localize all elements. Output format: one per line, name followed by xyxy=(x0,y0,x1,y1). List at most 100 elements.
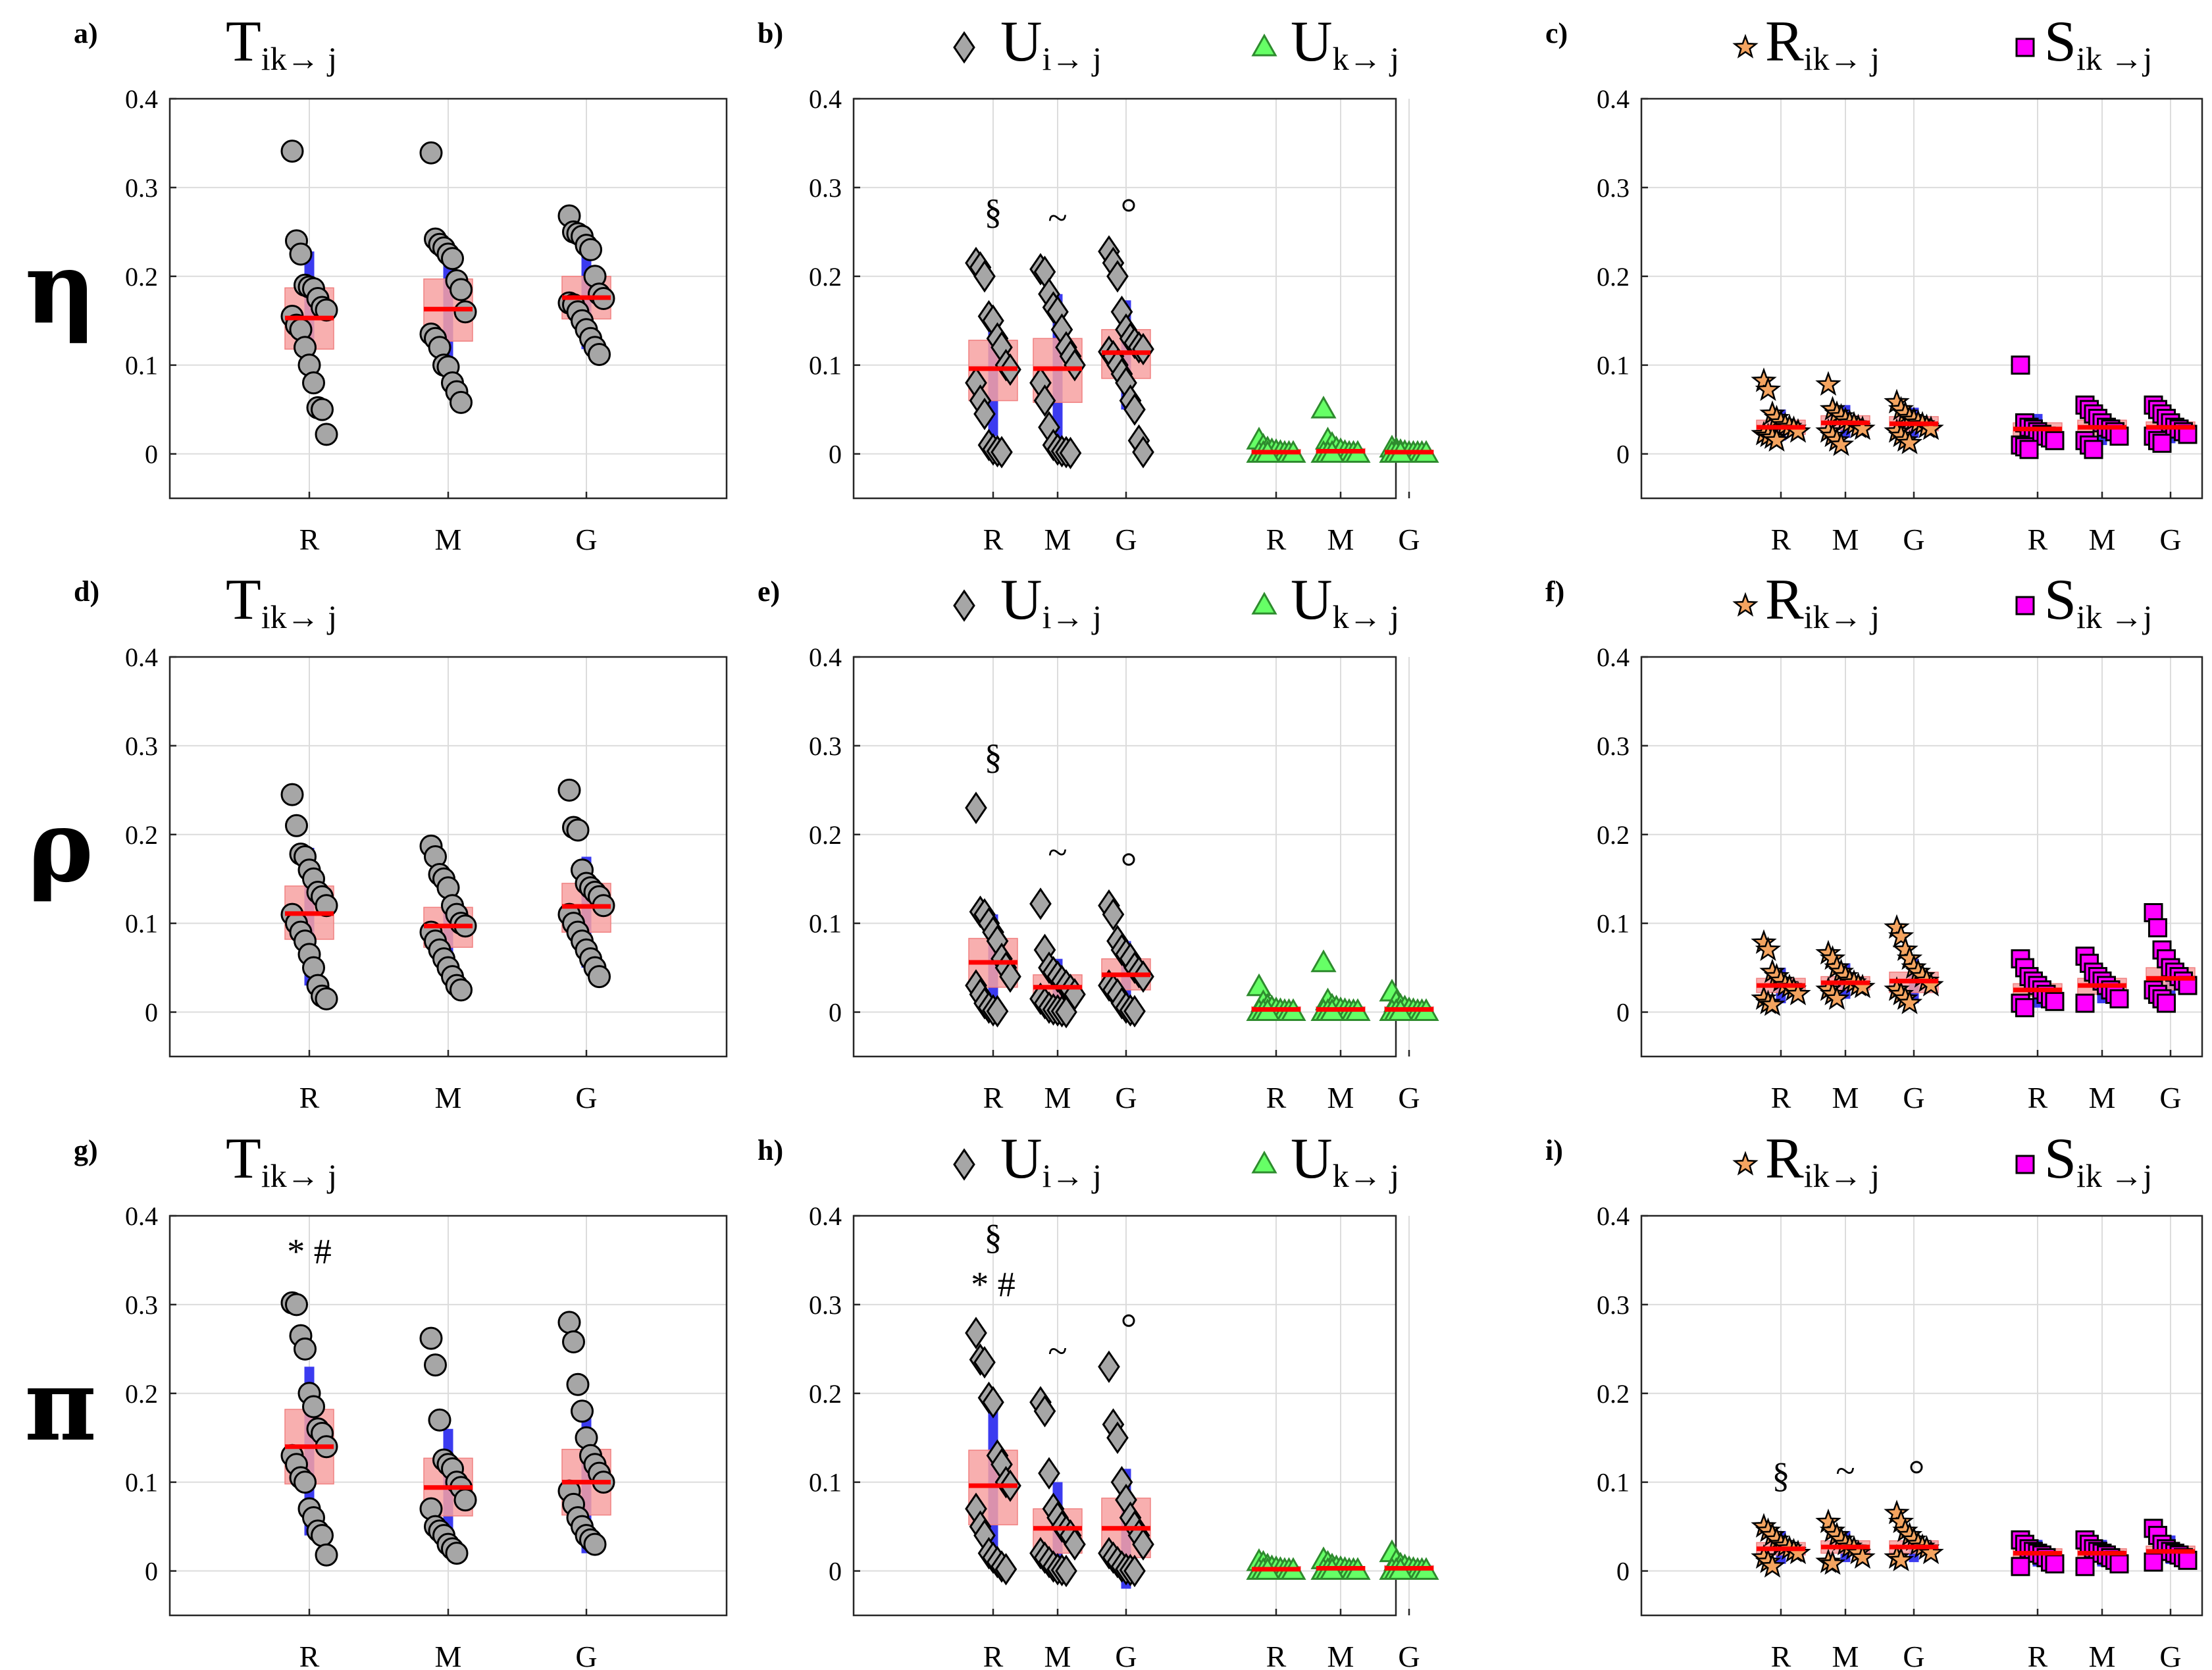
data-point xyxy=(1055,995,1077,1029)
legend-main: T xyxy=(226,1127,261,1191)
x-tick-label: M xyxy=(1327,523,1354,556)
data-point xyxy=(1828,431,1855,456)
legend-label: Uk→ j xyxy=(1291,1127,1399,1194)
data-point xyxy=(1759,991,1786,1016)
legend-label: Tik→ j xyxy=(226,1127,337,1194)
data-point xyxy=(1849,1544,1876,1569)
y-tick-label: 0 xyxy=(1616,1557,1630,1586)
x-tick-label: R xyxy=(1771,523,1791,556)
row-label-1: ρ xyxy=(28,789,93,904)
x-tick-label: M xyxy=(1832,1640,1859,1670)
y-tick-label: 0.4 xyxy=(125,1201,158,1231)
y-tick-label: 0.3 xyxy=(809,173,842,203)
y-tick-label: 0.4 xyxy=(125,84,158,114)
x-tick-label: R xyxy=(2028,1640,2048,1670)
data-point xyxy=(1888,1546,1915,1572)
legend-star-icon xyxy=(1732,592,1759,617)
y-tick-label: 0.4 xyxy=(125,642,158,672)
x-tick-label: R xyxy=(2028,1081,2048,1114)
row-label-0: η xyxy=(24,230,96,346)
x-tick-label: G xyxy=(1115,523,1137,556)
significance-marker: § xyxy=(985,1217,1002,1257)
y-tick-label: 0.1 xyxy=(1597,909,1630,939)
legend-diamond-icon xyxy=(953,1148,975,1181)
x-tick-label: M xyxy=(2089,1640,2116,1670)
data-point xyxy=(2045,1554,2065,1574)
legend-main: S xyxy=(2044,10,2076,74)
legend-main: U xyxy=(1291,1127,1333,1191)
data-point xyxy=(2109,427,2129,446)
data-point xyxy=(445,1542,469,1565)
data-point xyxy=(285,1293,308,1317)
data-point xyxy=(986,995,1009,1028)
x-tick-label: G xyxy=(1398,1640,1420,1670)
y-tick-label: 0.1 xyxy=(125,1468,158,1498)
x-tick-label: R xyxy=(983,1640,1004,1670)
data-point xyxy=(1849,415,1876,440)
y-tick-label: 0 xyxy=(145,998,158,1028)
data-point xyxy=(315,298,338,322)
panel-f: 0 0.1 0.2 0.3 0.4 R M G R M Gf) Rik→ j Sik →j xyxy=(1545,568,2203,1114)
x-tick-label: G xyxy=(1903,1081,1924,1114)
data-point xyxy=(450,978,473,1002)
panel-a: 0 0.1 0.2 0.3 0.4 R M Ga) Tik→ j xyxy=(74,10,728,556)
legend-main: T xyxy=(226,568,261,632)
data-point xyxy=(973,1345,996,1379)
y-tick-label: 0.3 xyxy=(1597,173,1630,203)
data-point xyxy=(315,1543,338,1567)
y-tick-label: 0.4 xyxy=(1597,84,1630,114)
y-tick-label: 0 xyxy=(829,440,842,469)
panel-i: 0 0.1 0.2 0.3 0.4 R M G R M G § ~ i) Rik→ j Sik →j xyxy=(1545,1127,2203,1670)
data-point xyxy=(973,260,996,293)
data-point xyxy=(1029,887,1052,920)
data-point xyxy=(1785,980,1811,1006)
significance-marker: * # xyxy=(287,1232,332,1271)
x-tick-label: M xyxy=(1044,1081,1071,1114)
legend-subscript: ik→ j xyxy=(1804,40,1880,77)
data-point xyxy=(1310,396,1337,419)
legend-subscript: k→ j xyxy=(1333,40,1399,77)
x-tick-label: M xyxy=(435,1640,462,1670)
legend-label: Ui→ j xyxy=(1000,1127,1102,1194)
x-tick-label: M xyxy=(1044,1640,1071,1670)
data-point xyxy=(453,1488,477,1512)
data-point xyxy=(1755,376,1782,402)
legend-label: Uk→ j xyxy=(1291,568,1399,635)
data-point xyxy=(2144,1552,2163,1572)
data-point xyxy=(1815,371,1841,396)
data-point xyxy=(280,783,304,806)
y-tick-label: 0.2 xyxy=(809,262,842,292)
y-tick-label: 0.4 xyxy=(809,1201,842,1231)
axes-frame xyxy=(852,97,1397,500)
data-point xyxy=(302,371,325,395)
y-tick-label: 0.4 xyxy=(809,642,842,672)
data-point xyxy=(280,140,304,163)
data-point xyxy=(1132,436,1154,469)
y-tick-label: 0.4 xyxy=(1597,642,1630,672)
data-point xyxy=(315,423,338,446)
data-point xyxy=(315,987,338,1010)
panel-label: h) xyxy=(758,1134,783,1166)
axes-frame xyxy=(1640,656,2203,1058)
y-tick-label: 0.1 xyxy=(125,351,158,380)
axes-frame xyxy=(852,656,1397,1058)
legend-diamond-icon xyxy=(953,31,975,64)
panel-label: b) xyxy=(758,17,783,49)
data-point xyxy=(999,960,1021,993)
panel-label: a) xyxy=(74,17,98,49)
data-point xyxy=(1123,393,1146,426)
legend-subscript: ik →j xyxy=(2076,598,2152,635)
data-point xyxy=(1033,384,1056,417)
x-tick-label: G xyxy=(1398,1081,1420,1114)
legend-label: Rik→ j xyxy=(1765,568,1880,635)
legend-main: S xyxy=(2044,1127,2076,1191)
legend-subscript: k→ j xyxy=(1333,598,1399,635)
legend-main: U xyxy=(1291,10,1333,74)
legend-subscript: ik→ j xyxy=(261,40,337,77)
data-point xyxy=(583,1532,607,1556)
y-tick-label: 0 xyxy=(145,1557,158,1586)
data-point xyxy=(450,278,473,301)
significance-marker: ~ xyxy=(1836,1451,1855,1490)
panel-label: g) xyxy=(74,1134,98,1166)
